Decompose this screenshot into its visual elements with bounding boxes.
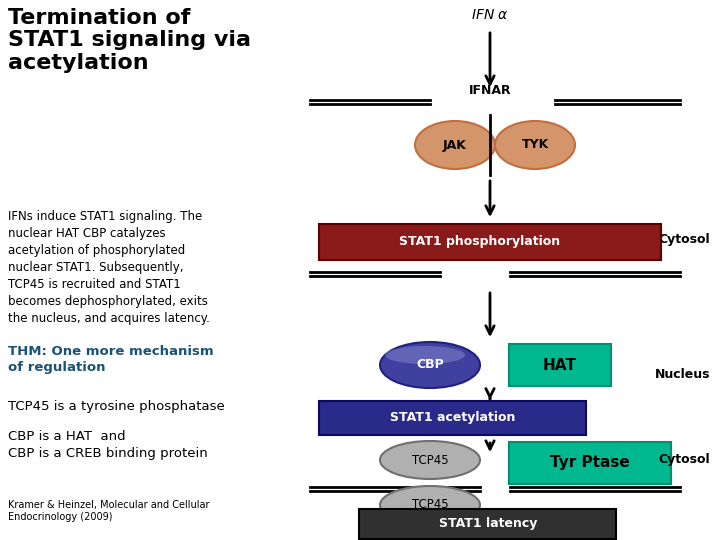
Ellipse shape	[385, 346, 465, 364]
FancyBboxPatch shape	[359, 509, 616, 539]
Text: Cytosol: Cytosol	[658, 454, 710, 467]
Text: STAT1 acetylation: STAT1 acetylation	[390, 411, 516, 424]
FancyBboxPatch shape	[509, 442, 671, 484]
Text: CBP is a HAT  and
CBP is a CREB binding protein: CBP is a HAT and CBP is a CREB binding p…	[8, 430, 208, 460]
Text: Nucleus: Nucleus	[654, 368, 710, 381]
Text: Termination of
STAT1 signaling via
acetylation: Termination of STAT1 signaling via acety…	[8, 8, 251, 73]
Text: TCP45: TCP45	[412, 498, 449, 511]
Text: IFN $\alpha$: IFN $\alpha$	[471, 8, 509, 22]
Ellipse shape	[380, 342, 480, 388]
Text: CBP: CBP	[416, 359, 444, 372]
Text: TCP45 is a tyrosine phosphatase: TCP45 is a tyrosine phosphatase	[8, 400, 225, 413]
Text: TCP45: TCP45	[412, 454, 449, 467]
Text: Cytosol: Cytosol	[658, 233, 710, 246]
Text: IFNs induce STAT1 signaling. The
nuclear HAT CBP catalyzes
acetylation of phosph: IFNs induce STAT1 signaling. The nuclear…	[8, 210, 210, 325]
Ellipse shape	[380, 441, 480, 479]
Text: JAK: JAK	[443, 138, 467, 152]
Text: Tyr Ptase: Tyr Ptase	[550, 456, 630, 470]
FancyBboxPatch shape	[509, 344, 611, 386]
Text: THM: One more mechanism
of regulation: THM: One more mechanism of regulation	[8, 345, 214, 374]
Ellipse shape	[495, 121, 575, 169]
Text: IFNAR: IFNAR	[469, 84, 511, 97]
Ellipse shape	[415, 121, 495, 169]
FancyBboxPatch shape	[319, 224, 661, 260]
Ellipse shape	[380, 486, 480, 524]
Text: STAT1 latency: STAT1 latency	[438, 517, 537, 530]
Text: HAT: HAT	[543, 357, 577, 373]
FancyBboxPatch shape	[319, 401, 586, 435]
Text: Kramer & Heinzel, Molecular and Cellular
Endocrinology (2009): Kramer & Heinzel, Molecular and Cellular…	[8, 500, 210, 522]
Text: TYK: TYK	[521, 138, 549, 152]
Text: STAT1 phosphorylation: STAT1 phosphorylation	[400, 235, 561, 248]
